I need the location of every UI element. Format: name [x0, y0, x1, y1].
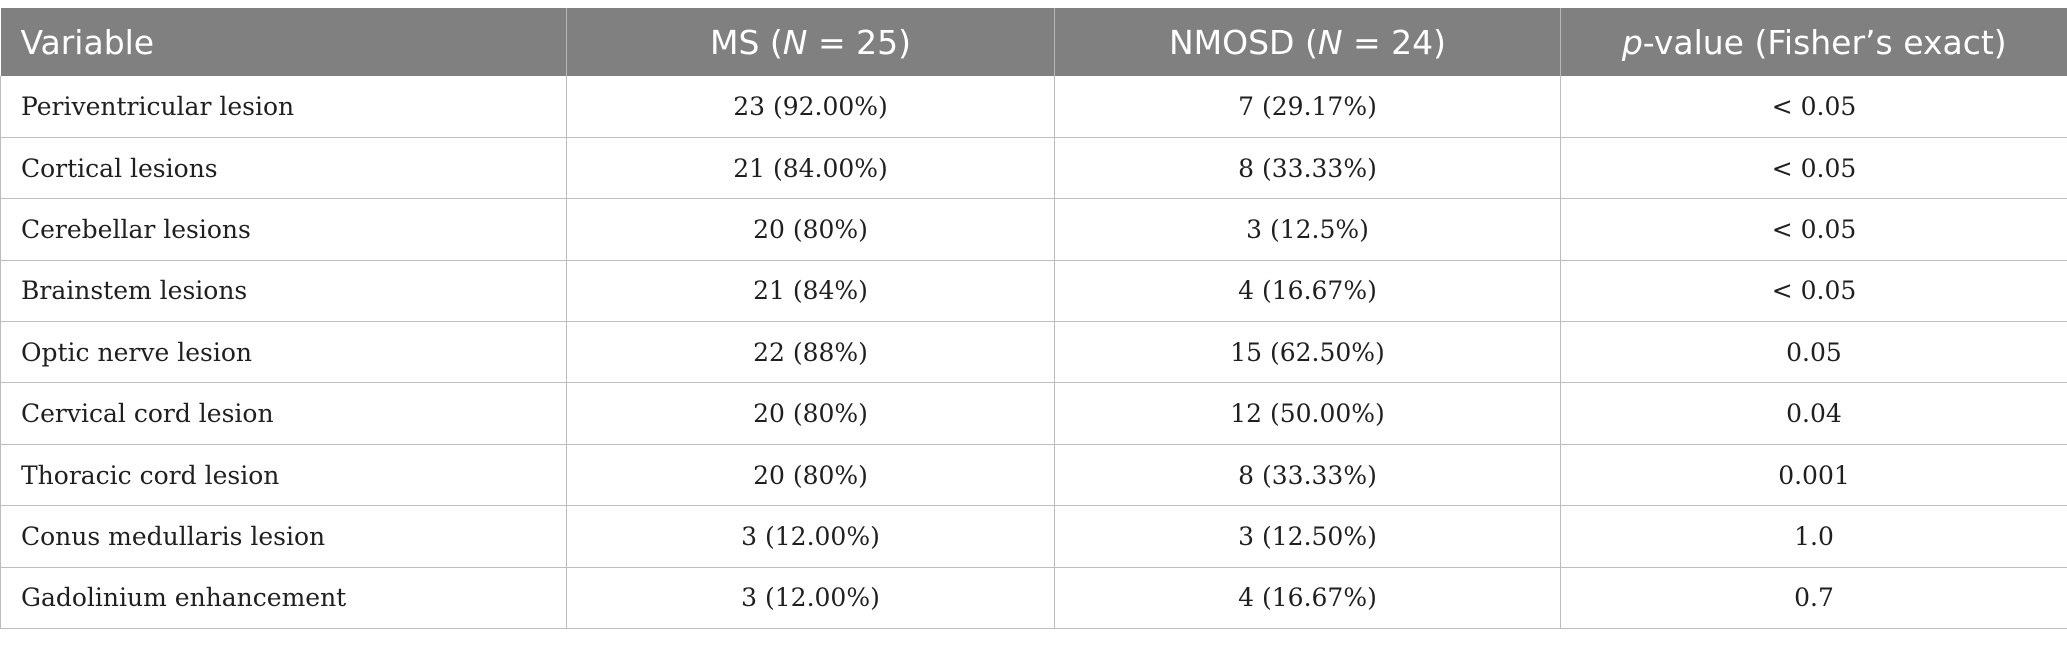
cell-nmosd: 12 (50.00%) — [1054, 382, 1561, 445]
cell-ms: 21 (84.00%) — [566, 137, 1055, 200]
table-row: Periventricular lesion 23 (92.00%) 7 (29… — [0, 76, 2067, 138]
header-variable-label: Variable — [20, 22, 155, 62]
table-row: Gadolinium enhancement 3 (12.00%) 4 (16.… — [0, 567, 2067, 630]
cell-p-value: 0.7 — [1560, 567, 2067, 630]
cell-variable: Brainstem lesions — [0, 260, 567, 323]
table-body: Periventricular lesion 23 (92.00%) 7 (29… — [0, 76, 2067, 630]
cell-p-value: 0.05 — [1560, 321, 2067, 384]
cell-nmosd: 7 (29.17%) — [1054, 76, 1561, 138]
cell-nmosd: 3 (12.5%) — [1054, 198, 1561, 261]
header-ms-suffix: = 25) — [807, 22, 911, 62]
cell-p-value: < 0.05 — [1560, 76, 2067, 138]
cell-variable: Thoracic cord lesion — [0, 444, 567, 507]
header-ms-n: N — [782, 22, 808, 62]
table-row: Thoracic cord lesion 20 (80%) 8 (33.33%)… — [0, 444, 2067, 507]
cell-nmosd: 15 (62.50%) — [1054, 321, 1561, 384]
cell-nmosd: 8 (33.33%) — [1054, 137, 1561, 200]
cell-variable: Periventricular lesion — [0, 76, 567, 138]
cell-p-value: 1.0 — [1560, 505, 2067, 568]
cell-ms: 20 (80%) — [566, 444, 1055, 507]
header-p-value: p-value (Fisher’s exact) — [1560, 8, 2067, 76]
cell-ms: 3 (12.00%) — [566, 505, 1055, 568]
header-nmosd: NMOSD (N = 24) — [1054, 8, 1561, 76]
cell-ms: 21 (84%) — [566, 260, 1055, 323]
cell-nmosd: 4 (16.67%) — [1054, 260, 1561, 323]
cell-p-value: < 0.05 — [1560, 198, 2067, 261]
cell-variable: Gadolinium enhancement — [0, 567, 567, 630]
header-row: Variable MS (N = 25) NMOSD (N = 24) p-va… — [0, 8, 2067, 76]
table-row: Brainstem lesions 21 (84%) 4 (16.67%) < … — [0, 260, 2067, 323]
cell-variable: Optic nerve lesion — [0, 321, 567, 384]
header-nmosd-n: N — [1317, 22, 1343, 62]
header-ms: MS (N = 25) — [566, 8, 1055, 76]
cell-variable: Conus medullaris lesion — [0, 505, 567, 568]
cell-nmosd: 8 (33.33%) — [1054, 444, 1561, 507]
results-table-container: Variable MS (N = 25) NMOSD (N = 24) p-va… — [0, 8, 2067, 630]
cell-ms: 23 (92.00%) — [566, 76, 1055, 138]
cell-ms: 3 (12.00%) — [566, 567, 1055, 630]
cell-ms: 20 (80%) — [566, 382, 1055, 445]
header-ms-prefix: MS ( — [710, 22, 783, 62]
cell-ms: 20 (80%) — [566, 198, 1055, 261]
cell-variable: Cervical cord lesion — [0, 382, 567, 445]
header-p-rest: -value (Fisher’s exact) — [1642, 22, 2007, 62]
table-row: Cervical cord lesion 20 (80%) 12 (50.00%… — [0, 382, 2067, 445]
cell-variable: Cortical lesions — [0, 137, 567, 200]
table-row: Cerebellar lesions 20 (80%) 3 (12.5%) < … — [0, 198, 2067, 261]
cell-p-value: < 0.05 — [1560, 260, 2067, 323]
cell-p-value: < 0.05 — [1560, 137, 2067, 200]
lesion-comparison-table: Variable MS (N = 25) NMOSD (N = 24) p-va… — [0, 8, 2067, 630]
header-p-italic: p — [1621, 22, 1643, 62]
table-row: Cortical lesions 21 (84.00%) 8 (33.33%) … — [0, 137, 2067, 200]
table-row: Optic nerve lesion 22 (88%) 15 (62.50%) … — [0, 321, 2067, 384]
cell-ms: 22 (88%) — [566, 321, 1055, 384]
header-variable: Variable — [1, 8, 567, 76]
cell-p-value: 0.001 — [1560, 444, 2067, 507]
cell-p-value: 0.04 — [1560, 382, 2067, 445]
cell-nmosd: 4 (16.67%) — [1054, 567, 1561, 630]
header-nmosd-suffix: = 24) — [1342, 22, 1447, 62]
header-nmosd-prefix: NMOSD ( — [1168, 22, 1318, 62]
table-row: Conus medullaris lesion 3 (12.00%) 3 (12… — [0, 505, 2067, 568]
cell-nmosd: 3 (12.50%) — [1054, 505, 1561, 568]
table-header: Variable MS (N = 25) NMOSD (N = 24) p-va… — [0, 8, 2067, 76]
cell-variable: Cerebellar lesions — [0, 198, 567, 261]
